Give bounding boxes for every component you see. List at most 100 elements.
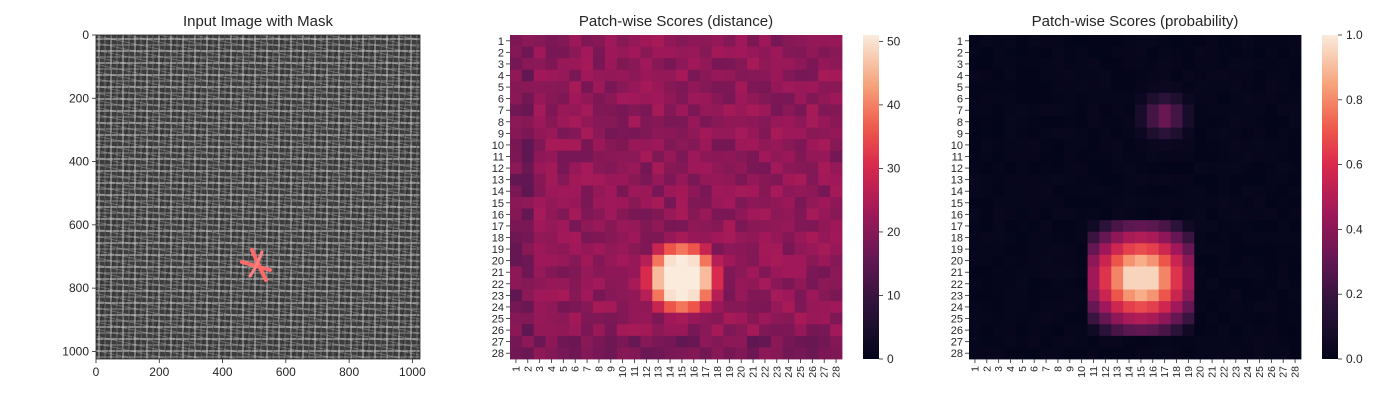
heatmap-x-tick-label: 25 (1254, 366, 1266, 378)
heatmap-cell (1289, 347, 1302, 360)
input-x-tick-label: 0 (93, 365, 100, 379)
heatmap-cell (747, 69, 760, 82)
heatmap-x-tick-label: 16 (688, 366, 700, 378)
heatmap-cell (521, 139, 535, 152)
heatmap-cell (1218, 231, 1231, 244)
heatmap-cell (628, 46, 641, 59)
heatmap-cell (1206, 347, 1219, 360)
heatmap-cell (1194, 208, 1207, 221)
heatmap-cell (510, 347, 523, 360)
heatmap-cell (806, 81, 819, 94)
heatmap-cell (1206, 312, 1219, 325)
heatmap-cell (1052, 231, 1065, 244)
heatmap-cell (1194, 185, 1207, 198)
heatmap-cell (593, 81, 606, 94)
heatmap-cell (1194, 150, 1207, 163)
heatmap-cell (1099, 231, 1112, 244)
heatmap-cell (1241, 312, 1254, 325)
heatmap-cell (992, 35, 1005, 47)
heatmap-x-tick-label: 8 (593, 366, 605, 372)
heatmap-cell (1218, 220, 1231, 233)
heatmap-cell (533, 312, 546, 325)
heatmap-x-tick-label: 10 (617, 366, 629, 378)
heatmap-cell (1004, 312, 1017, 325)
heatmap-y-tick-label: 18 (492, 233, 504, 245)
heatmap-y-tick-label: 25 (951, 314, 963, 326)
heatmap-cell (1206, 335, 1219, 348)
heatmap-cell (735, 243, 748, 256)
heatmap-cell (1028, 150, 1041, 163)
heatmap-cell (557, 46, 570, 59)
heatmap-cell (1016, 173, 1029, 186)
heatmap-cell (1253, 324, 1266, 337)
heatmap-cell (735, 266, 748, 279)
heatmap-cell (1028, 81, 1041, 94)
heatmap-cell (818, 324, 831, 337)
heatmap-cell (1253, 208, 1266, 221)
heatmap-cell (782, 150, 795, 163)
heatmap-cell (687, 289, 701, 302)
heatmap-x-tick-label: 7 (582, 366, 594, 372)
distance-heatmap-panel: Patch-wise Scores (distance) 1 2 3 4 5 6 7 8 9 10… (492, 13, 901, 378)
heatmap-cell (1170, 92, 1183, 105)
heatmap-cell (1063, 220, 1077, 233)
heatmap-cell (664, 127, 677, 140)
heatmap-cell (969, 208, 982, 221)
heatmap-cell (1289, 324, 1302, 337)
heatmap-cell (1158, 243, 1171, 256)
heatmap-cell (1004, 185, 1017, 198)
heatmap-cell (557, 312, 570, 325)
heatmap-cell (818, 150, 831, 163)
heatmap-cell (1253, 185, 1266, 198)
heatmap-cell (723, 150, 736, 163)
heatmap-cell (747, 266, 760, 279)
heatmap-cell (510, 185, 523, 198)
colorbar-gradient (1322, 35, 1338, 359)
heatmap-cell (1218, 243, 1231, 256)
heatmap-cell (1146, 116, 1160, 128)
heatmap-cell (652, 324, 665, 337)
heatmap-cell (735, 185, 748, 198)
fabric-texture-overlay (96, 35, 420, 359)
heatmap-cell (664, 104, 677, 117)
heatmap-cell (747, 289, 760, 302)
heatmap-cell (640, 289, 653, 302)
heatmap-cell (1229, 139, 1243, 152)
heatmap-cell (581, 335, 594, 348)
heatmap-cell (1158, 324, 1171, 337)
heatmap-cell (1146, 104, 1160, 117)
heatmap-cell (545, 173, 558, 186)
heatmap-cell (1218, 289, 1231, 302)
heatmap-cell (759, 92, 772, 105)
heatmap-cell (640, 162, 653, 175)
heatmap-cell (1016, 208, 1029, 221)
heatmap-cell (782, 139, 795, 152)
heatmap-cell (818, 220, 831, 233)
heatmap-cell (1146, 58, 1160, 71)
heatmap-cell (806, 301, 819, 314)
heatmap-cell (1063, 289, 1077, 302)
heatmap-cell (616, 81, 629, 94)
heatmap-cell (1218, 104, 1231, 117)
heatmap-cell (1063, 208, 1077, 221)
heatmap-cell (711, 301, 724, 314)
heatmap-cell (735, 81, 748, 94)
heatmap-cell (747, 347, 760, 360)
heatmap-cell (1265, 231, 1278, 244)
heatmap-cell (1004, 81, 1017, 94)
heatmap-cell (830, 324, 843, 337)
heatmap-cell (1170, 127, 1183, 140)
heatmap-cell (664, 208, 677, 221)
heatmap-cell (980, 162, 994, 175)
heatmap-cell (1087, 185, 1100, 198)
heatmap-cell (1135, 35, 1148, 47)
heatmap-cell (1289, 127, 1302, 140)
heatmap-cell (992, 58, 1005, 71)
heatmap-cell (1241, 173, 1254, 186)
input-image-frame (95, 34, 421, 360)
heatmap-cell (980, 254, 994, 267)
heatmap-cell (1241, 58, 1254, 71)
heatmap-cell (1182, 347, 1195, 360)
heatmap-cell (1052, 35, 1065, 47)
heatmap-cell (1099, 46, 1112, 59)
